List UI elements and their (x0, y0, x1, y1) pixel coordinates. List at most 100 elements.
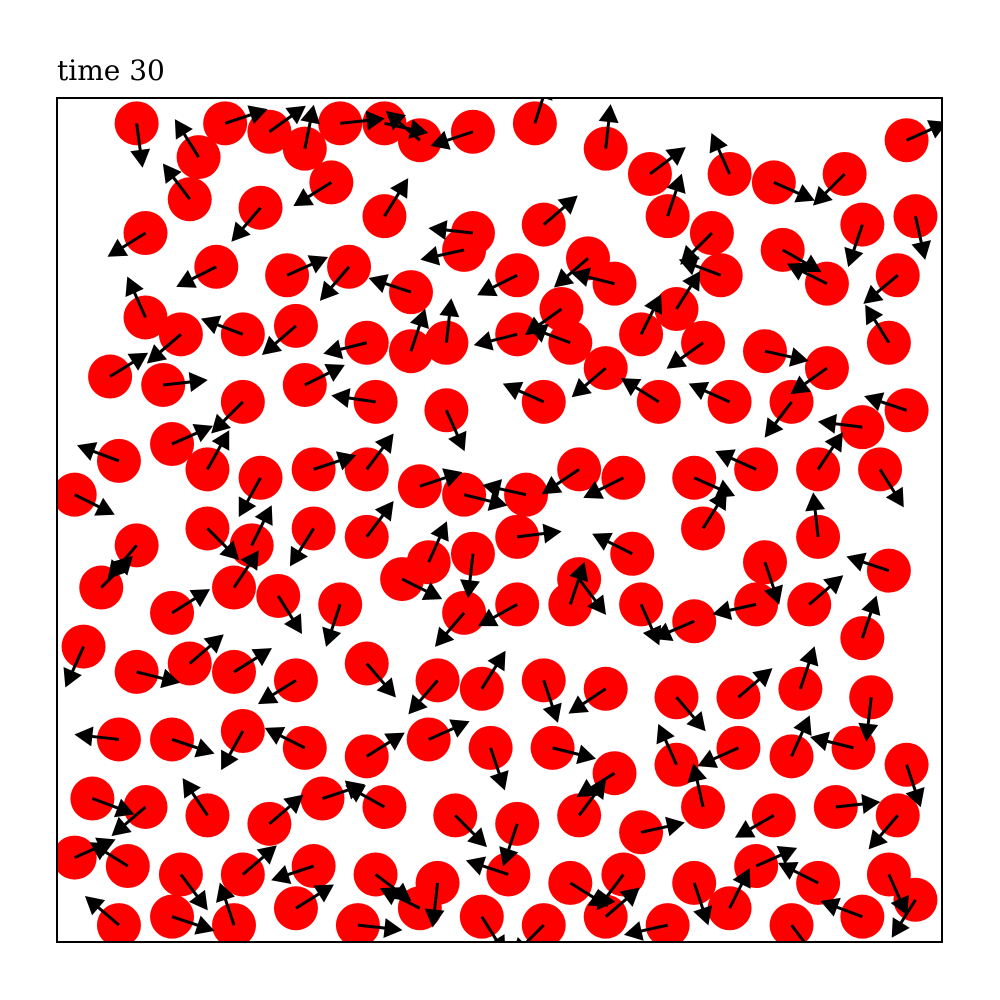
plot-area (57, 98, 942, 942)
velocity-arrow-head (430, 130, 451, 150)
velocity-arrow-head (569, 561, 589, 583)
velocity-arrow-head (251, 648, 272, 667)
velocity-arrow-head (324, 364, 345, 382)
velocity-arrow-head (693, 905, 713, 926)
velocity-arrow-head (374, 433, 394, 454)
velocity-arrow-head (596, 889, 616, 911)
velocity-arrow-head (890, 894, 909, 916)
particles-layer (57, 101, 938, 942)
velocity-arrow-head (861, 595, 881, 616)
velocity-arrow-head (583, 480, 604, 499)
velocity-arrow-head (160, 668, 181, 689)
particle-point (318, 101, 363, 146)
velocity-arrow-head (194, 915, 215, 935)
velocity-arrow-head (788, 347, 809, 367)
velocity-arrow-head (424, 908, 445, 928)
velocity-arrow-head (430, 521, 449, 542)
velocity-arrow-head (911, 240, 932, 260)
velocity-arrow-head (261, 335, 283, 356)
velocity-arrow-head (107, 238, 129, 257)
velocity-arrow-head (192, 424, 213, 443)
velocity-arrow-head (264, 726, 286, 745)
velocity-arrow-head (732, 868, 751, 889)
velocity-arrow-head (666, 173, 686, 194)
velocity-arrow-head (487, 650, 506, 672)
velocity-arrow-head (408, 694, 428, 715)
velocity-arrow-head (587, 779, 607, 800)
velocity-arrow-head (189, 589, 211, 608)
velocity-arrow-head (846, 552, 867, 572)
velocity-arrow-head (460, 579, 480, 599)
velocity-arrow-head (383, 918, 403, 939)
velocity-arrow-head (801, 254, 822, 273)
velocity-arrow-head (868, 829, 888, 850)
velocity-arrow-head (665, 147, 686, 166)
velocity-arrow-head (271, 865, 292, 885)
velocity-arrow-head (885, 486, 904, 508)
velocity-arrow-head (620, 378, 642, 397)
velocity-arrow-head (642, 624, 662, 646)
velocity-arrow-head (345, 785, 366, 803)
velocity-arrow-head (231, 221, 251, 242)
particle-point (442, 227, 487, 272)
velocity-arrow-head (289, 545, 308, 567)
velocity-arrow-head (714, 479, 736, 498)
velocity-arrow-head (322, 626, 342, 647)
velocity-arrow-head (200, 315, 222, 335)
velocity-arrow-head (194, 738, 215, 758)
velocity-arrow-head (482, 479, 503, 499)
velocity-arrow-head (211, 430, 230, 451)
velocity-arrow-head (542, 523, 562, 544)
velocity-arrow-head (487, 491, 508, 511)
velocity-arrow-head (688, 381, 710, 401)
velocity-arrow-head (384, 732, 405, 751)
velocity-arrow-head (790, 375, 811, 395)
velocity-arrows-layer (63, 98, 942, 942)
velocity-arrow-head (428, 220, 448, 241)
velocity-arrow-head (817, 413, 837, 434)
velocity-arrow-head (219, 540, 240, 561)
velocity-arrow-head (300, 104, 320, 125)
velocity-arrow-head (528, 323, 549, 343)
velocity-arrow-head (763, 584, 783, 605)
velocity-arrow-head (307, 255, 329, 274)
velocity-arrow-head (712, 600, 733, 620)
velocity-arrow-head (283, 794, 304, 814)
velocity-arrow-head (465, 856, 487, 876)
velocity-arrow-head (467, 827, 487, 848)
velocity-arrow-head (247, 105, 268, 125)
velocity-arrow-head (113, 555, 133, 576)
velocity-arrow-head (542, 702, 562, 723)
velocity-arrow-head (323, 339, 344, 359)
velocity-arrow-head (858, 722, 879, 742)
velocity-arrow-head (221, 749, 239, 771)
velocity-arrow-head (541, 475, 563, 495)
velocity-arrow-head (130, 148, 151, 168)
velocity-arrow-head (644, 294, 663, 315)
velocity-arrow-head (576, 778, 598, 797)
axes-frame (56, 97, 943, 943)
velocity-arrow-head (420, 245, 441, 266)
velocity-arrow-head (442, 468, 463, 488)
velocity-arrow-head (571, 377, 592, 398)
velocity-arrow-head (805, 492, 826, 512)
velocity-arrow-head (256, 845, 277, 865)
particle-point (769, 903, 814, 942)
velocity-arrow-head (421, 582, 443, 601)
velocity-arrow-head (709, 133, 728, 154)
velocity-arrow-head (786, 262, 808, 281)
velocity-arrow-head (293, 188, 314, 207)
velocity-arrow-head (516, 936, 523, 942)
velocity-arrow-head (598, 104, 619, 124)
velocity-arrow-head (283, 613, 302, 634)
velocity-arrow-head (764, 417, 784, 438)
velocity-arrow-head (682, 271, 701, 292)
velocity-arrow-head (553, 268, 575, 288)
velocity-arrow-head (254, 505, 273, 526)
velocity-arrow-head (285, 105, 306, 125)
velocity-arrow-head (865, 304, 884, 326)
velocity-arrow-head (390, 178, 409, 199)
velocity-arrow-head (162, 163, 182, 184)
velocity-arrow-head (439, 298, 460, 318)
